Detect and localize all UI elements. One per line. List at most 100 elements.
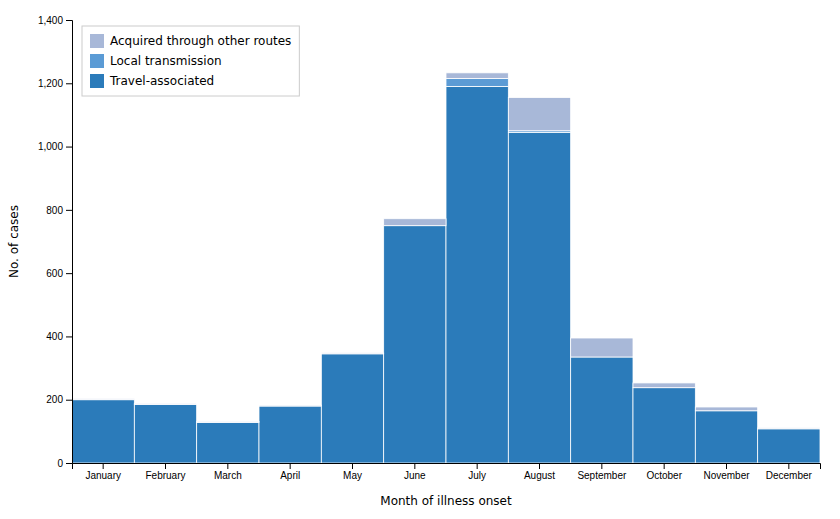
legend-swatch xyxy=(90,34,104,48)
legend-item: Acquired through other routes xyxy=(90,34,291,48)
bar xyxy=(197,422,259,423)
y-tick-label: 1,000 xyxy=(38,141,63,152)
bar xyxy=(633,388,695,463)
bar xyxy=(134,403,196,405)
x-tick-mark xyxy=(726,463,727,469)
legend-frame xyxy=(82,26,299,96)
bar xyxy=(134,404,196,463)
y-tick: 0 xyxy=(57,458,72,469)
y-tick-label: 600 xyxy=(46,268,63,279)
bar xyxy=(259,406,321,407)
x-tick-label: September xyxy=(577,470,627,481)
x-tick-label: December xyxy=(766,470,813,481)
x-tick-mark xyxy=(664,463,665,469)
bar xyxy=(259,405,321,407)
y-tick: 200 xyxy=(46,394,72,405)
bar xyxy=(758,428,820,429)
y-tick-mark xyxy=(66,83,72,84)
x-tick-mark xyxy=(165,463,166,469)
y-tick-mark xyxy=(66,273,72,274)
x-tick: August xyxy=(524,463,555,481)
bar xyxy=(633,383,695,388)
x-tick: May xyxy=(343,463,362,481)
x-tick: January xyxy=(85,463,121,481)
x-axis: January February March April May June July Augu… xyxy=(73,463,821,481)
bar xyxy=(321,353,383,354)
x-tick: April xyxy=(280,463,300,481)
legend-label: Travel-associated xyxy=(109,74,214,88)
x-tick: December xyxy=(766,463,813,481)
x-tick-mark xyxy=(788,463,789,469)
x-tick-label: January xyxy=(85,470,121,481)
bar xyxy=(259,406,321,463)
x-tick-label: April xyxy=(280,470,300,481)
legend: Acquired through other routes Local trans… xyxy=(82,26,299,96)
y-tick: 600 xyxy=(46,268,72,279)
bar xyxy=(508,98,570,131)
bar xyxy=(197,421,259,423)
x-tick-label: August xyxy=(524,470,555,481)
y-tick: 400 xyxy=(46,331,72,342)
bar xyxy=(384,226,446,463)
x-tick-mark xyxy=(601,463,602,469)
plot: January February March April May June July Augu… xyxy=(38,15,821,481)
x-tick-mark xyxy=(539,463,540,469)
y-tick-mark xyxy=(66,20,72,21)
bar xyxy=(446,73,508,79)
y-tick: 1,200 xyxy=(38,78,72,89)
legend-swatch xyxy=(90,54,104,68)
bar xyxy=(446,79,508,87)
x-tick: September xyxy=(577,463,627,481)
x-tick-mark xyxy=(352,463,353,469)
x-tick-mark xyxy=(290,463,291,469)
series xyxy=(72,86,820,463)
bar xyxy=(446,86,508,463)
x-tick: June xyxy=(404,463,426,481)
y-tick: 800 xyxy=(46,205,72,216)
bar xyxy=(758,427,820,429)
bar xyxy=(321,354,383,463)
x-tick-mark xyxy=(414,463,415,469)
bar xyxy=(72,400,134,463)
series xyxy=(446,79,571,133)
bar xyxy=(72,398,134,400)
x-tick-mark xyxy=(227,463,228,469)
y-tick-mark xyxy=(66,400,72,401)
legend-label: Local transmission xyxy=(110,54,222,68)
x-axis-line xyxy=(73,464,821,470)
x-tick-mark xyxy=(103,463,104,469)
chart: January February March April May June July Augu… xyxy=(0,0,840,519)
bar xyxy=(134,404,196,405)
x-tick-label: March xyxy=(214,470,242,481)
y-tick-mark xyxy=(66,463,72,464)
bar xyxy=(321,352,383,354)
y-tick-mark xyxy=(66,147,72,148)
x-tick-label: July xyxy=(468,470,486,481)
bar xyxy=(72,399,134,400)
bar xyxy=(571,338,633,357)
x-axis-title: Month of illness onset xyxy=(380,494,512,508)
legend-label: Acquired through other routes xyxy=(110,34,291,48)
x-tick: March xyxy=(214,463,242,481)
y-tick-label: 1,400 xyxy=(38,15,63,26)
bar xyxy=(197,422,259,463)
x-tick: November xyxy=(703,463,750,481)
x-tick-label: May xyxy=(343,470,362,481)
bar xyxy=(695,407,757,411)
x-tick-label: February xyxy=(145,470,185,481)
x-tick-label: November xyxy=(703,470,750,481)
x-tick-label: October xyxy=(646,470,682,481)
y-tick-label: 200 xyxy=(46,394,63,405)
y-tick-label: 0 xyxy=(57,458,63,469)
x-tick: October xyxy=(646,463,682,481)
series xyxy=(72,73,820,429)
y-axis-line xyxy=(66,21,73,464)
bar xyxy=(384,219,446,226)
legend-item: Local transmission xyxy=(90,54,222,68)
y-tick-label: 1,200 xyxy=(38,78,63,89)
bars xyxy=(72,73,820,463)
bar xyxy=(571,357,633,463)
y-tick: 1,000 xyxy=(38,141,72,152)
legend-item: Travel-associated xyxy=(90,74,214,88)
x-tick: July xyxy=(468,463,486,481)
